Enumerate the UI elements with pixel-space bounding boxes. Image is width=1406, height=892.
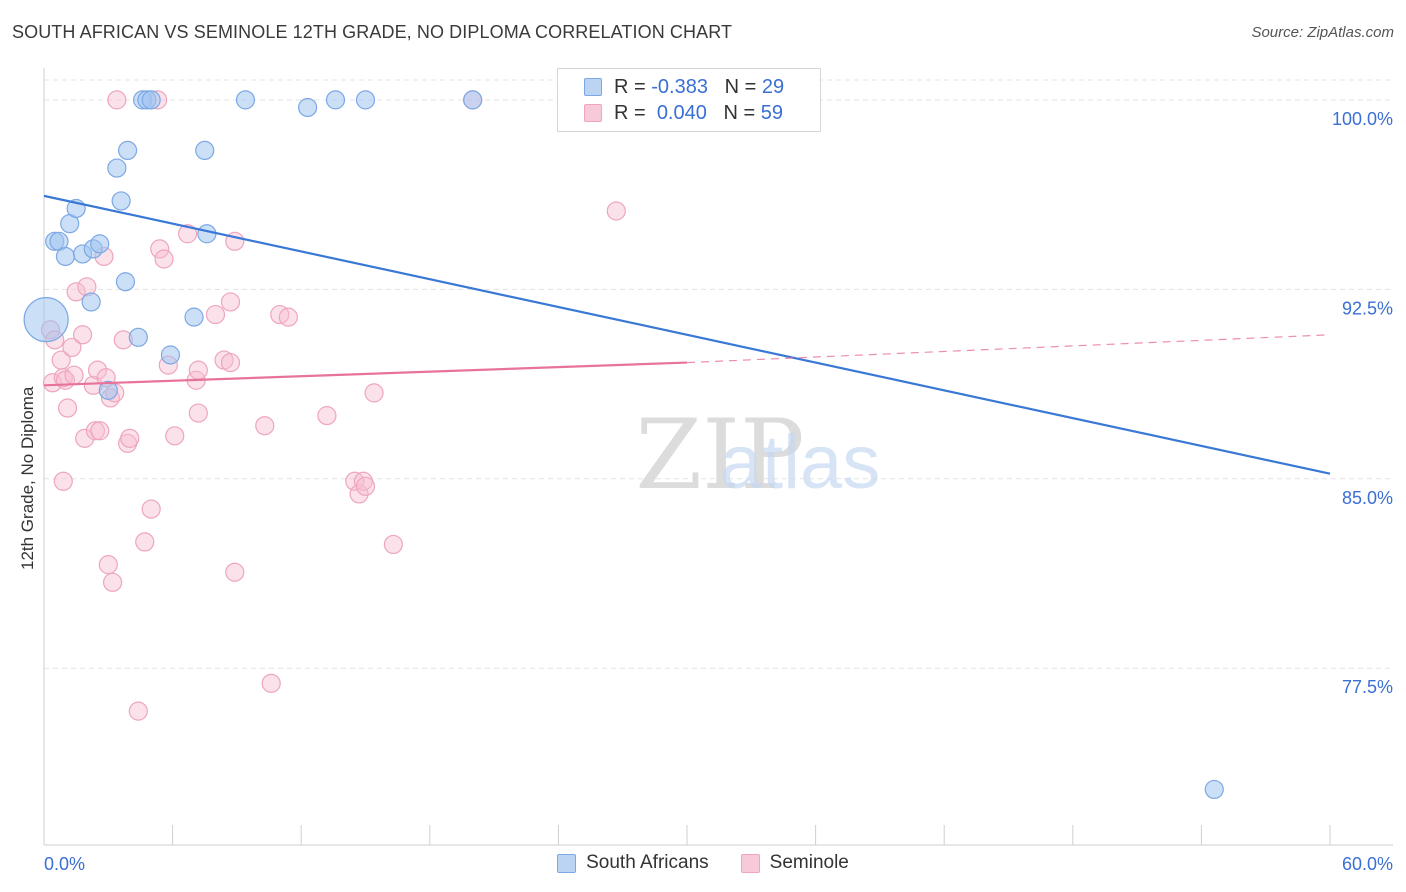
south-africans-point bbox=[55, 246, 76, 267]
south-africans-point bbox=[128, 327, 148, 347]
seminole-point bbox=[90, 421, 110, 441]
y-tick-labels: 100.0% 92.5% 85.0% 77.5% bbox=[1332, 109, 1393, 697]
south-africans-point bbox=[184, 307, 204, 327]
seminole-trend-line bbox=[43, 361, 688, 387]
watermark-zip: ZIP bbox=[635, 399, 804, 511]
seminole-point bbox=[255, 416, 275, 436]
legend-n-value: 29 bbox=[761, 75, 785, 98]
south-africans-point bbox=[1204, 779, 1224, 800]
y-tick-label: 85.0% bbox=[1342, 488, 1393, 508]
chart-title: SOUTH AFRICAN VS SEMINOLE 12TH GRADE, NO… bbox=[12, 22, 733, 42]
seminole-point bbox=[205, 304, 226, 325]
seminole-point bbox=[317, 406, 337, 426]
south-africans-swatch bbox=[557, 853, 577, 873]
x-tick-label-min: 0.0% bbox=[44, 854, 85, 874]
correlation-legend: R = -0.383 N = 29 R = 0.040 N = 59 bbox=[557, 68, 821, 132]
seminole-point bbox=[135, 532, 155, 552]
seminole-point bbox=[75, 428, 95, 448]
x-tick-label-max: 60.0% bbox=[1342, 854, 1393, 874]
seminole-point bbox=[349, 484, 369, 504]
seminole-point bbox=[66, 282, 86, 302]
axes bbox=[43, 68, 1393, 846]
south-africans-point bbox=[98, 380, 118, 400]
south-africans-point bbox=[90, 234, 110, 254]
seminole-point bbox=[72, 325, 93, 345]
seminole-point bbox=[141, 499, 161, 519]
seminole-point bbox=[278, 307, 298, 327]
legend-row-south-africans: R = -0.383 N = 29 bbox=[584, 74, 784, 100]
seminole-point bbox=[64, 365, 84, 385]
seminole-point bbox=[128, 701, 148, 721]
seminole-point bbox=[606, 201, 626, 221]
seminole-point bbox=[178, 224, 198, 244]
seminole-point bbox=[165, 426, 185, 446]
seminole-point bbox=[188, 403, 208, 423]
legend-r-label: R = bbox=[614, 101, 646, 124]
legend-label-seminole: Seminole bbox=[769, 852, 849, 873]
south-africans-point bbox=[325, 90, 346, 110]
source-label: Source: ZipAtlas.com bbox=[1251, 24, 1394, 41]
trend-lines bbox=[43, 194, 1331, 475]
seminole-point bbox=[364, 383, 384, 403]
seminole-point bbox=[62, 337, 82, 358]
south-africans-swatch bbox=[584, 78, 602, 96]
legend-item-seminole[interactable]: Seminole bbox=[740, 852, 849, 874]
y-tick-label: 100.0% bbox=[1332, 109, 1393, 129]
legend-item-south-africans[interactable]: South Africans bbox=[557, 852, 709, 874]
south-africans-point bbox=[197, 224, 217, 244]
legend-r-value: 0.040 bbox=[656, 101, 707, 124]
legend-r-label: R = bbox=[614, 75, 646, 98]
south-africans-point bbox=[141, 90, 161, 110]
seminole-point bbox=[154, 249, 174, 269]
seminole-trend-extension bbox=[686, 334, 1331, 364]
south-africans-point bbox=[298, 97, 318, 118]
seminole-point bbox=[102, 572, 123, 592]
legend-label-south-africans: South Africans bbox=[586, 852, 709, 873]
seminole-point bbox=[120, 428, 140, 448]
south-africans-point bbox=[23, 297, 69, 343]
seminole-swatch bbox=[584, 104, 602, 122]
south-africans-point bbox=[160, 345, 181, 365]
legend-n-label: N = bbox=[723, 101, 756, 124]
legend-r-value: -0.383 bbox=[651, 75, 708, 98]
grid-lines bbox=[44, 79, 1393, 669]
seminole-point bbox=[220, 352, 241, 373]
south-africans-point bbox=[107, 158, 127, 178]
seminole-point bbox=[57, 398, 78, 418]
data-points bbox=[23, 90, 1224, 800]
y-tick-label: 92.5% bbox=[1342, 298, 1393, 318]
legend-n-value: 59 bbox=[760, 101, 784, 124]
south-africans-point bbox=[463, 90, 483, 110]
south-africans-point bbox=[195, 140, 215, 161]
south-africans-point bbox=[117, 140, 138, 161]
y-tick-label: 77.5% bbox=[1342, 677, 1393, 697]
seminole-point bbox=[355, 476, 376, 496]
legend-n-label: N = bbox=[724, 75, 757, 98]
south-africans-point bbox=[111, 191, 131, 211]
south-africans-point bbox=[355, 90, 376, 110]
south-africans-point bbox=[81, 292, 101, 312]
seminole-point bbox=[98, 555, 118, 575]
seminole-point bbox=[53, 471, 73, 491]
south-africans-point bbox=[235, 90, 256, 110]
south-africans-point bbox=[115, 272, 136, 292]
seminole-point bbox=[261, 673, 281, 693]
seminole-point bbox=[225, 562, 245, 582]
seminole-swatch bbox=[740, 853, 760, 873]
south-africans-trend-line bbox=[43, 194, 1331, 475]
seminole-point bbox=[150, 239, 170, 259]
series-legend: South Africans Seminole bbox=[0, 852, 1406, 874]
seminole-point bbox=[383, 534, 403, 555]
watermark-atlas: atlas bbox=[720, 420, 881, 505]
seminole-point bbox=[85, 421, 106, 441]
seminole-point bbox=[188, 360, 208, 380]
seminole-point bbox=[220, 292, 241, 312]
seminole-point bbox=[107, 90, 127, 110]
legend-row-seminole: R = 0.040 N = 59 bbox=[584, 100, 783, 126]
